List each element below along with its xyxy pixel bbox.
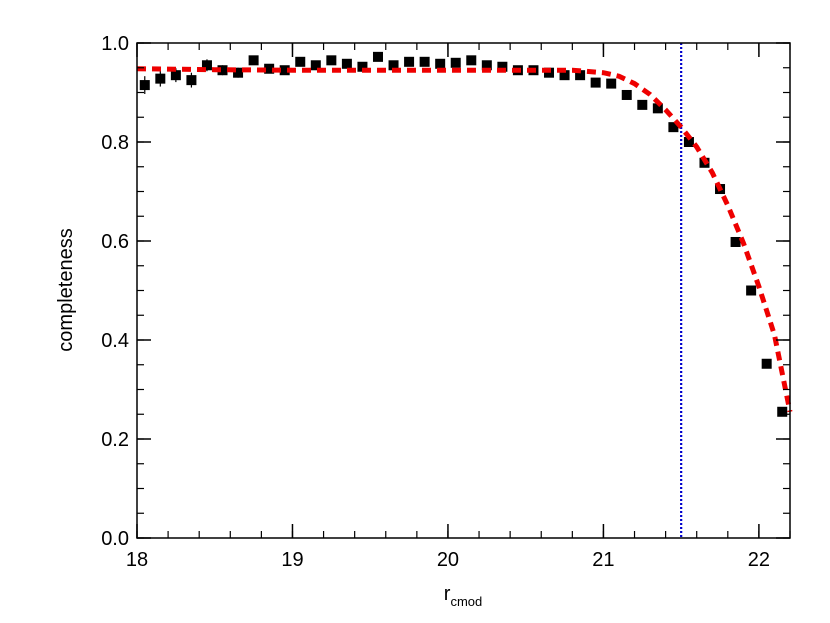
data-point	[264, 63, 275, 74]
plot-frame	[136, 42, 791, 539]
data-point	[326, 55, 337, 66]
data-point	[683, 137, 694, 147]
data-point	[155, 73, 166, 84]
y-tick-label: 0.0	[101, 528, 129, 550]
data-point	[341, 58, 352, 69]
x-tick-label: 20	[437, 549, 459, 571]
data-point	[170, 70, 181, 81]
axis-ticks: 18 19 20 21 22 0.0 0.2 0.4 0.6 0.8 1.0	[101, 33, 791, 571]
x-tick-label: 19	[281, 549, 303, 571]
x-tick-label: 21	[592, 549, 614, 571]
y-tick-label: 1.0	[101, 33, 129, 55]
data-point	[466, 55, 477, 66]
data-point	[481, 60, 492, 71]
data-point	[435, 58, 446, 69]
data-point	[186, 75, 197, 86]
y-tick-label: 0.6	[101, 231, 129, 253]
data-point	[217, 65, 228, 76]
y-tick-label: 0.4	[101, 330, 129, 352]
data-point	[606, 78, 617, 89]
data-point	[310, 60, 321, 71]
data-point	[559, 70, 570, 81]
data-point	[730, 236, 741, 247]
data-point	[637, 99, 648, 110]
data-point	[761, 358, 772, 369]
data-point	[357, 61, 368, 72]
data-point	[139, 80, 150, 91]
data-point	[388, 60, 399, 71]
y-axis-label: completeness	[55, 228, 77, 351]
data-point	[497, 61, 508, 72]
data-point	[590, 77, 601, 88]
x-tick-label: 18	[126, 549, 148, 571]
data-point	[777, 406, 788, 417]
data-point	[404, 56, 415, 67]
data-point	[233, 67, 244, 78]
x-tick-label: 22	[748, 549, 770, 571]
data-point	[575, 70, 586, 81]
data-point	[372, 51, 383, 62]
fit-curve	[136, 66, 793, 413]
data-point	[621, 89, 632, 100]
data-point	[746, 285, 757, 296]
x-axis-label: rcmod	[444, 583, 482, 609]
data-point	[279, 65, 290, 76]
data-point	[652, 103, 663, 114]
y-tick-label: 0.2	[101, 429, 129, 451]
y-tick-label: 0.8	[101, 132, 129, 154]
data-point	[295, 56, 306, 67]
data-point	[668, 122, 679, 133]
data-point	[248, 55, 259, 66]
data-point	[450, 57, 461, 68]
data-point	[201, 60, 212, 71]
data-point	[419, 56, 430, 67]
plot-marks	[136, 43, 793, 538]
